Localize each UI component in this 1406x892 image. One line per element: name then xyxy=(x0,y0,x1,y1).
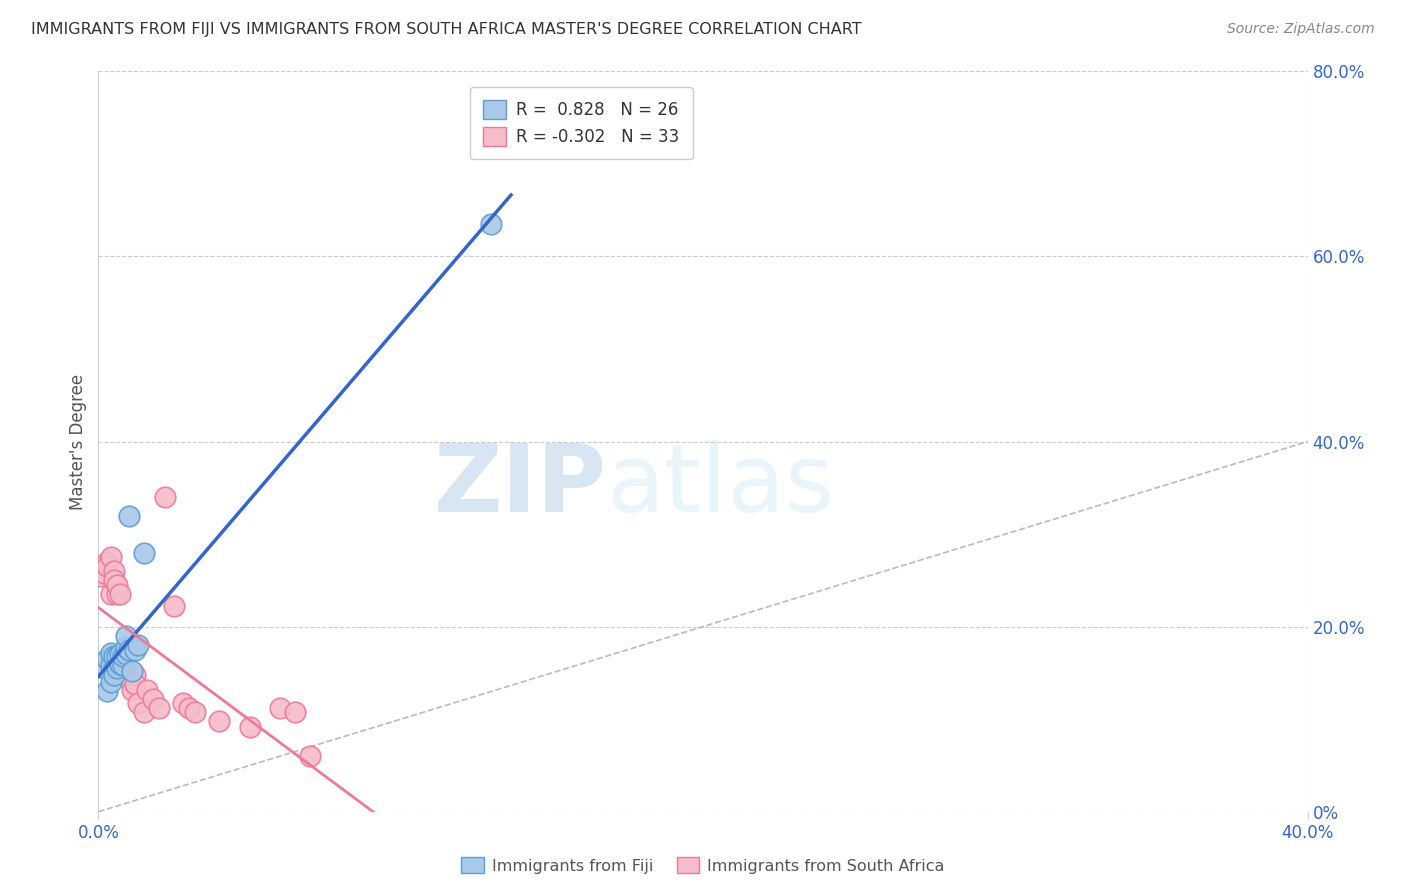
Text: atlas: atlas xyxy=(606,440,835,532)
Point xyxy=(96,652,118,666)
Point xyxy=(111,658,134,673)
Text: Source: ZipAtlas.com: Source: ZipAtlas.com xyxy=(1227,22,1375,37)
Point xyxy=(135,682,157,697)
Text: IMMIGRANTS FROM FIJI VS IMMIGRANTS FROM SOUTH AFRICA MASTER'S DEGREE CORRELATION: IMMIGRANTS FROM FIJI VS IMMIGRANTS FROM … xyxy=(31,22,862,37)
Point xyxy=(163,599,186,614)
Point xyxy=(100,675,122,690)
Legend: R =  0.828   N = 26, R = -0.302   N = 33: R = 0.828 N = 26, R = -0.302 N = 33 xyxy=(470,87,693,160)
Point xyxy=(118,642,141,657)
Point xyxy=(124,677,146,691)
Point xyxy=(142,691,165,706)
Point xyxy=(108,587,131,601)
Point xyxy=(208,714,231,728)
Point xyxy=(172,696,194,710)
Point xyxy=(239,720,262,734)
Point xyxy=(132,545,155,560)
Point xyxy=(103,661,125,675)
Point xyxy=(269,701,291,715)
Point xyxy=(481,217,503,231)
Point xyxy=(111,661,134,675)
Point xyxy=(103,564,125,578)
Point xyxy=(96,559,118,574)
Point xyxy=(105,578,128,592)
Point xyxy=(118,673,141,688)
Point xyxy=(103,574,125,588)
Point xyxy=(93,566,115,580)
Text: ZIP: ZIP xyxy=(433,440,606,532)
Point xyxy=(105,587,128,601)
Legend: Immigrants from Fiji, Immigrants from South Africa: Immigrants from Fiji, Immigrants from So… xyxy=(456,851,950,880)
Point xyxy=(127,638,149,652)
Point xyxy=(105,661,128,675)
Point xyxy=(103,667,125,681)
Point xyxy=(103,649,125,664)
Point xyxy=(100,646,122,660)
Point xyxy=(179,701,201,715)
Point xyxy=(100,550,122,565)
Point xyxy=(114,667,136,681)
Y-axis label: Master's Degree: Master's Degree xyxy=(69,374,87,509)
Point xyxy=(105,657,128,671)
Point xyxy=(299,749,322,764)
Point xyxy=(100,658,122,673)
Point xyxy=(96,555,118,569)
Point xyxy=(111,649,134,664)
Point xyxy=(96,684,118,698)
Point xyxy=(132,705,155,719)
Point xyxy=(153,490,176,504)
Point xyxy=(284,705,307,719)
Point xyxy=(184,705,207,719)
Point xyxy=(100,587,122,601)
Point xyxy=(124,642,146,657)
Point xyxy=(121,682,143,697)
Point xyxy=(108,648,131,662)
Point xyxy=(124,667,146,681)
Point xyxy=(93,661,115,675)
Point xyxy=(108,657,131,671)
Point xyxy=(148,701,170,715)
Point xyxy=(118,508,141,523)
Point xyxy=(114,648,136,662)
Point xyxy=(114,629,136,643)
Point xyxy=(111,652,134,666)
Point xyxy=(121,664,143,678)
Point xyxy=(127,696,149,710)
Point xyxy=(114,640,136,654)
Point xyxy=(90,568,112,582)
Point xyxy=(105,649,128,664)
